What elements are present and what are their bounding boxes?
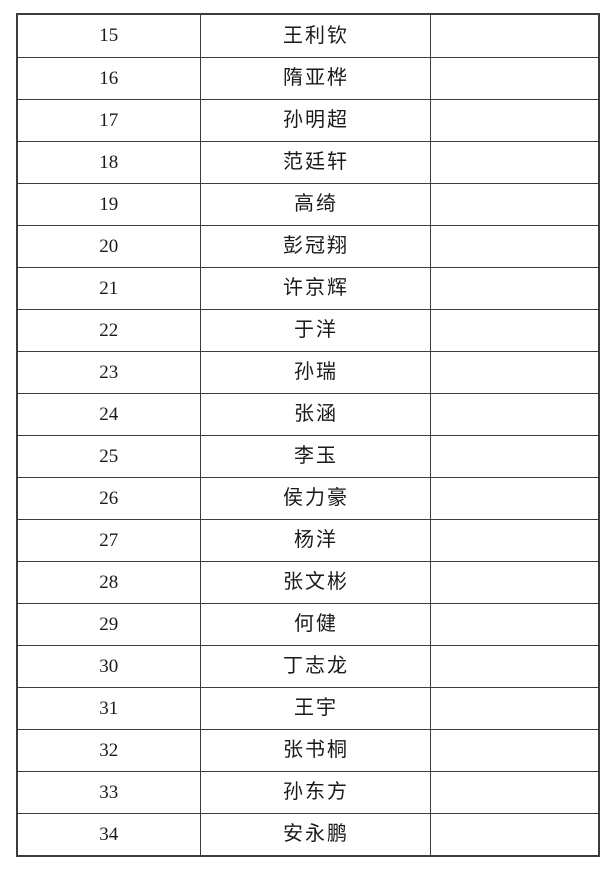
table-row: 23 孙瑞 bbox=[16, 350, 600, 394]
row-number-cell: 18 bbox=[16, 140, 201, 184]
row-number-cell: 23 bbox=[16, 350, 201, 394]
table-row: 15 王利钦 bbox=[16, 13, 600, 58]
table-row: 33 孙东方 bbox=[16, 770, 600, 814]
empty-cell bbox=[429, 644, 600, 688]
row-number-cell: 16 bbox=[16, 56, 201, 100]
table-body: 15 王利钦 16 隋亚桦 17 孙明超 18 范廷轩 19 高绮 20 彭冠翔… bbox=[16, 13, 600, 857]
empty-cell bbox=[429, 476, 600, 520]
row-number-cell: 29 bbox=[16, 602, 201, 646]
row-number-cell: 32 bbox=[16, 728, 201, 772]
empty-cell bbox=[429, 13, 600, 58]
table-row: 29 何健 bbox=[16, 602, 600, 646]
table-row: 18 范廷轩 bbox=[16, 140, 600, 184]
name-cell: 杨洋 bbox=[199, 518, 431, 562]
name-cell: 安永鹏 bbox=[199, 812, 431, 857]
roster-table: 15 王利钦 16 隋亚桦 17 孙明超 18 范廷轩 19 高绮 20 彭冠翔… bbox=[16, 13, 600, 857]
row-number-cell: 26 bbox=[16, 476, 201, 520]
table-row: 26 侯力豪 bbox=[16, 476, 600, 520]
empty-cell bbox=[429, 728, 600, 772]
empty-cell bbox=[429, 602, 600, 646]
table-row: 28 张文彬 bbox=[16, 560, 600, 604]
empty-cell bbox=[429, 392, 600, 436]
row-number-cell: 25 bbox=[16, 434, 201, 478]
row-number-cell: 17 bbox=[16, 98, 201, 142]
document-page: 15 王利钦 16 隋亚桦 17 孙明超 18 范廷轩 19 高绮 20 彭冠翔… bbox=[16, 13, 600, 857]
table-row: 17 孙明超 bbox=[16, 98, 600, 142]
empty-cell bbox=[429, 434, 600, 478]
table-row: 22 于洋 bbox=[16, 308, 600, 352]
name-cell: 张涵 bbox=[199, 392, 431, 436]
empty-cell bbox=[429, 518, 600, 562]
row-number-cell: 31 bbox=[16, 686, 201, 730]
empty-cell bbox=[429, 224, 600, 268]
name-cell: 于洋 bbox=[199, 308, 431, 352]
table-row: 19 高绮 bbox=[16, 182, 600, 226]
table-row: 34 安永鹏 bbox=[16, 812, 600, 857]
row-number-cell: 28 bbox=[16, 560, 201, 604]
empty-cell bbox=[429, 140, 600, 184]
name-cell: 范廷轩 bbox=[199, 140, 431, 184]
name-cell: 何健 bbox=[199, 602, 431, 646]
row-number-cell: 30 bbox=[16, 644, 201, 688]
empty-cell bbox=[429, 770, 600, 814]
row-number-cell: 15 bbox=[16, 13, 201, 58]
name-cell: 丁志龙 bbox=[199, 644, 431, 688]
table-row: 25 李玉 bbox=[16, 434, 600, 478]
name-cell: 孙明超 bbox=[199, 98, 431, 142]
row-number-cell: 34 bbox=[16, 812, 201, 857]
name-cell: 许京辉 bbox=[199, 266, 431, 310]
name-cell: 张文彬 bbox=[199, 560, 431, 604]
row-number-cell: 20 bbox=[16, 224, 201, 268]
table-row: 31 王宇 bbox=[16, 686, 600, 730]
row-number-cell: 21 bbox=[16, 266, 201, 310]
name-cell: 张书桐 bbox=[199, 728, 431, 772]
table-row: 20 彭冠翔 bbox=[16, 224, 600, 268]
name-cell: 李玉 bbox=[199, 434, 431, 478]
table-row: 21 许京辉 bbox=[16, 266, 600, 310]
name-cell: 王利钦 bbox=[199, 13, 431, 58]
empty-cell bbox=[429, 812, 600, 857]
table-row: 16 隋亚桦 bbox=[16, 56, 600, 100]
name-cell: 高绮 bbox=[199, 182, 431, 226]
table-row: 24 张涵 bbox=[16, 392, 600, 436]
table-row: 32 张书桐 bbox=[16, 728, 600, 772]
row-number-cell: 27 bbox=[16, 518, 201, 562]
name-cell: 彭冠翔 bbox=[199, 224, 431, 268]
empty-cell bbox=[429, 56, 600, 100]
row-number-cell: 24 bbox=[16, 392, 201, 436]
name-cell: 孙瑞 bbox=[199, 350, 431, 394]
table-row: 30 丁志龙 bbox=[16, 644, 600, 688]
name-cell: 隋亚桦 bbox=[199, 56, 431, 100]
empty-cell bbox=[429, 686, 600, 730]
empty-cell bbox=[429, 98, 600, 142]
name-cell: 侯力豪 bbox=[199, 476, 431, 520]
row-number-cell: 19 bbox=[16, 182, 201, 226]
row-number-cell: 22 bbox=[16, 308, 201, 352]
name-cell: 孙东方 bbox=[199, 770, 431, 814]
empty-cell bbox=[429, 308, 600, 352]
name-cell: 王宇 bbox=[199, 686, 431, 730]
row-number-cell: 33 bbox=[16, 770, 201, 814]
empty-cell bbox=[429, 560, 600, 604]
empty-cell bbox=[429, 350, 600, 394]
empty-cell bbox=[429, 266, 600, 310]
empty-cell bbox=[429, 182, 600, 226]
table-row: 27 杨洋 bbox=[16, 518, 600, 562]
